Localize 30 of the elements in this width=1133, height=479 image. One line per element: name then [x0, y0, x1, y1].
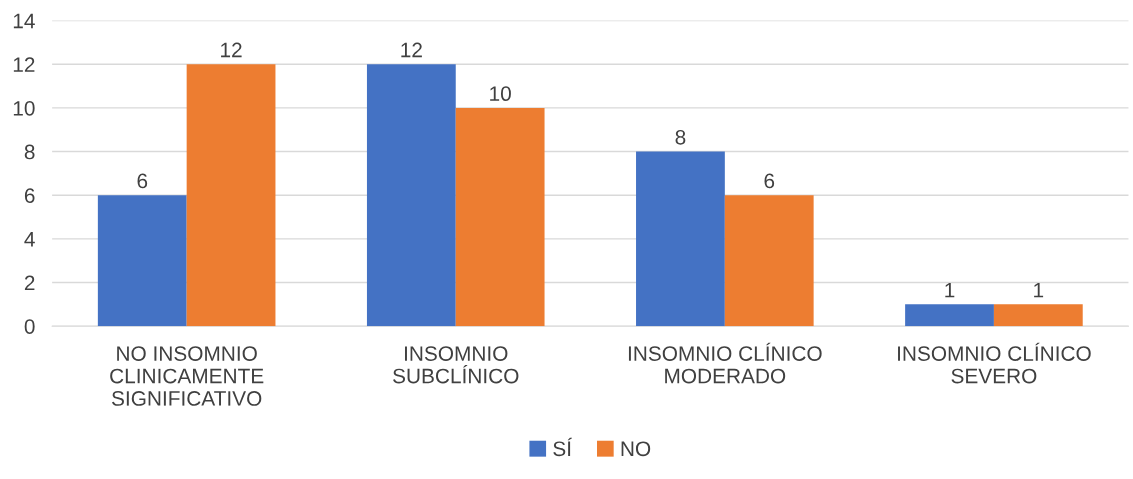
bar: [186, 64, 276, 327]
bar: [366, 64, 456, 327]
data-label: 12: [221, 42, 242, 58]
bar: [905, 304, 994, 327]
data-label: 1: [945, 282, 955, 298]
data-label: 1: [1034, 282, 1044, 298]
y-tick-label: 0: [24, 319, 35, 334]
bar: [636, 151, 725, 327]
legend-label: NO: [621, 441, 651, 457]
data-label: 6: [137, 173, 148, 189]
bar: [993, 304, 1083, 327]
x-tick-label: INSOMNIO CLÍNICO SEVERO: [898, 342, 1091, 384]
legend-label: SÍ: [553, 437, 572, 457]
y-tick-label: 12: [13, 57, 35, 72]
y-tick-label: 10: [13, 100, 35, 116]
bar: [724, 195, 814, 327]
x-tick-label: INSOMNIO SUBCLÍNICO: [393, 346, 519, 384]
data-label: 6: [764, 173, 775, 189]
x-tick-label: NO INSOMNIO CLINICAMENTE SIGNIFICATIVO: [110, 346, 264, 406]
bar: [455, 107, 545, 327]
y-tick-label: 8: [24, 144, 35, 160]
data-label: 12: [401, 42, 422, 58]
x-tick-label: INSOMNIO CLÍNICO MODERADO: [628, 342, 822, 384]
bar: [97, 195, 187, 327]
y-tick-label: 2: [24, 275, 35, 291]
y-tick-label: 6: [24, 188, 35, 203]
data-label: 10: [490, 86, 511, 102]
y-tick-label: 14: [13, 13, 35, 29]
y-tick-label: 4: [24, 232, 35, 247]
data-label: 8: [675, 129, 686, 145]
